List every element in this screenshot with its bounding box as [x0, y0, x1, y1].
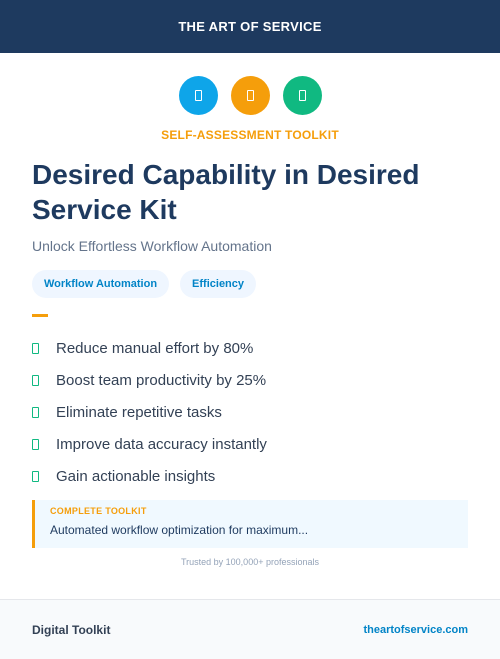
callout-label: COMPLETE TOOLKIT	[50, 506, 147, 516]
benefit-text: Reduce manual effort by 80%	[56, 339, 254, 357]
benefits-list: Reduce manual effort by 80% Boost team p…	[32, 332, 267, 492]
checkmark-icon	[32, 438, 39, 450]
page-subtitle: Unlock Effortless Workflow Automation	[32, 238, 272, 254]
accent-divider	[32, 314, 48, 317]
checkmark-icon	[32, 374, 39, 386]
benefit-text: Gain actionable insights	[56, 467, 216, 485]
benefit-text: Eliminate repetitive tasks	[56, 403, 222, 421]
header-bar: THE ART OF SERVICE	[0, 0, 500, 53]
footer-bar: Digital Toolkit theartofservice.com	[0, 599, 500, 659]
checkmark-icon	[32, 406, 39, 418]
brand-name: THE ART OF SERVICE	[178, 19, 322, 34]
tag-efficiency[interactable]: Efficiency	[180, 270, 257, 298]
toolkit-callout: COMPLETE TOOLKIT Automated workflow opti…	[32, 500, 468, 548]
checkmark-icon	[32, 342, 39, 354]
checkmark-icon	[32, 470, 39, 482]
callout-text: Automated workflow optimization for maxi…	[50, 523, 309, 537]
page-title: Desired Capability in Desired Service Ki…	[32, 159, 420, 225]
list-item: Eliminate repetitive tasks	[32, 396, 267, 428]
benefit-text: Boost team productivity by 25%	[56, 371, 267, 389]
chart-glyph	[246, 90, 254, 101]
check-glyph	[298, 90, 306, 101]
feature-icons	[0, 76, 500, 115]
tag-workflow-automation[interactable]: Workflow Automation	[32, 270, 170, 298]
tag-list: Workflow Automation Efficiency	[32, 270, 257, 298]
list-item: Gain actionable insights	[32, 460, 267, 492]
eyebrow-label: SELF-ASSESSMENT TOOLKIT	[161, 128, 339, 142]
footer-label: Digital Toolkit	[32, 622, 111, 637]
trust-note: Trusted by 100,000+ professionals	[180, 557, 319, 567]
website-link[interactable]: theartofservice.com	[363, 623, 468, 636]
check-icon	[282, 76, 322, 115]
tool-glyph	[194, 90, 202, 101]
benefit-text: Improve data accuracy instantly	[56, 435, 267, 453]
list-item: Boost team productivity by 25%	[32, 364, 267, 396]
chart-icon	[230, 76, 270, 115]
tool-icon	[178, 76, 218, 115]
list-item: Improve data accuracy instantly	[32, 428, 267, 460]
list-item: Reduce manual effort by 80%	[32, 332, 267, 364]
